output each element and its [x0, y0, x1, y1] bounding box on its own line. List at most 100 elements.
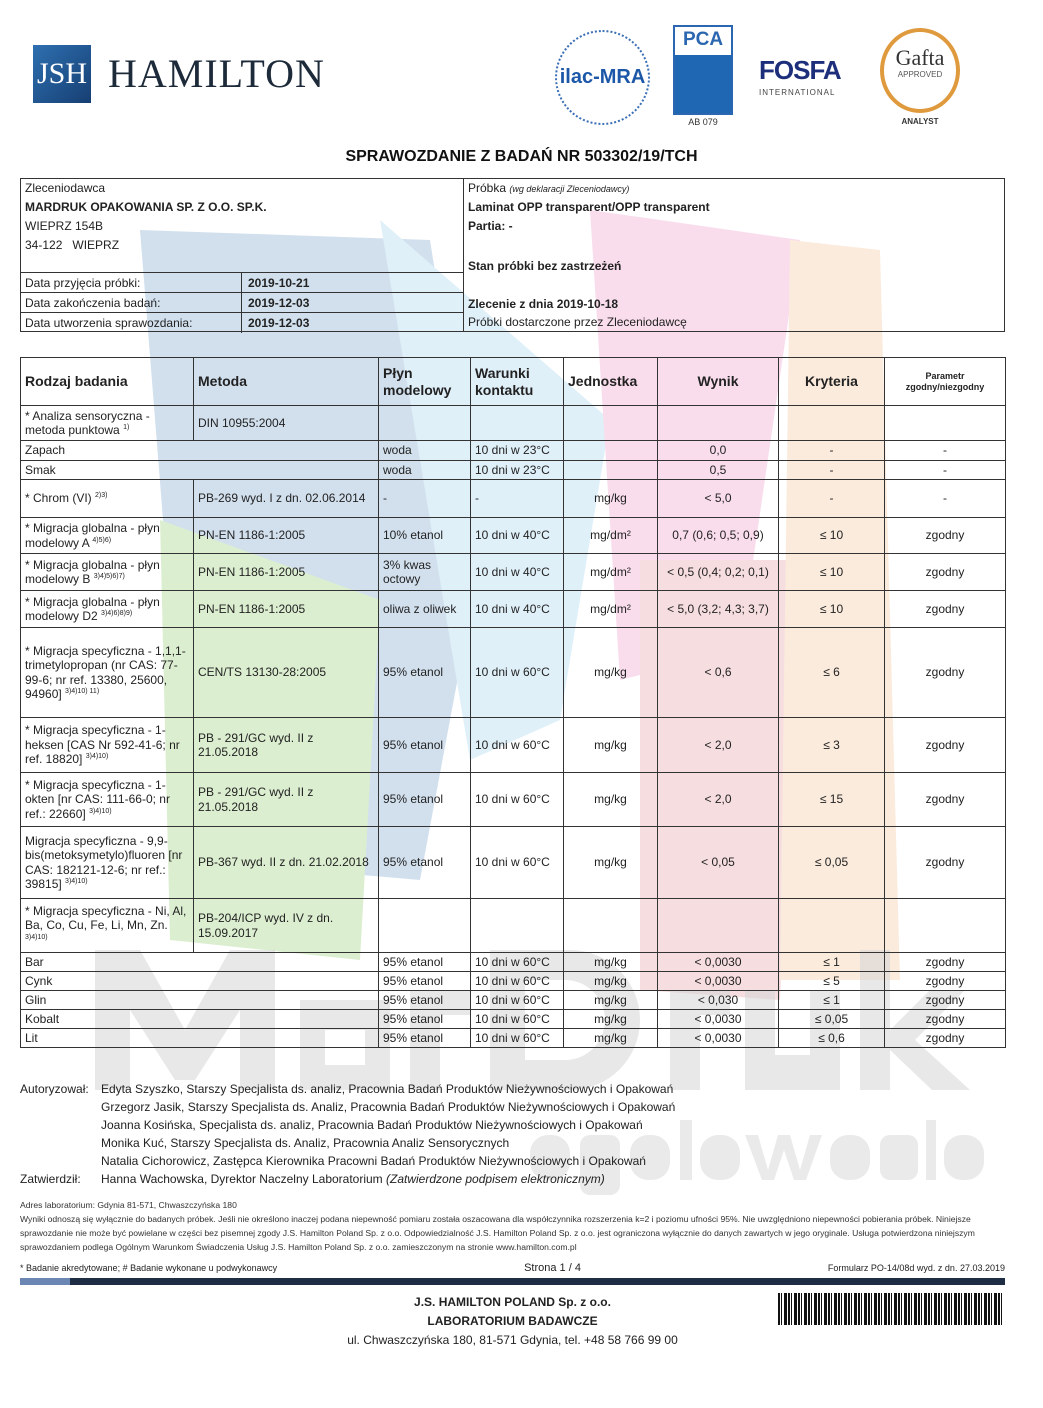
cell-rodzaj-text: * Analiza sensoryczna - metoda punktowa	[25, 408, 150, 437]
cell-wynik-text: < 0,0030	[694, 1011, 742, 1026]
cell-rodzaj-text: * Migracja globalna - płyn modelowy D2	[25, 594, 160, 623]
cell-plyn	[378, 405, 471, 441]
footer-company: J.S. HAMILTON POLAND Sp. z o.o.	[414, 1295, 611, 1309]
cell-wynik-text: < 0,5 (0,4; 0,2; 0,1)	[667, 564, 769, 579]
sample-condition: Stan próbki bez zastrzeżeń	[468, 259, 622, 273]
client-label: Zleceniodawca	[25, 181, 106, 195]
cell-parametr: zgodny	[884, 717, 1006, 773]
cell-jednostka: mg/kg	[563, 826, 658, 899]
cell-rodzaj: Zapach	[20, 440, 379, 461]
cell-parametr-text: zgodny	[925, 1011, 965, 1026]
cell-kryteria-text: -	[829, 443, 834, 458]
cell-kryteria: -	[778, 460, 885, 480]
cell-rodzaj-text: Smak	[25, 462, 56, 477]
hamilton-logo-icon: JSH	[33, 45, 91, 103]
cell-metoda-text: PB-204/ICP wyd. IV z dn. 15.09.2017	[198, 911, 334, 940]
cell-jednostka-text: mg/kg	[594, 792, 627, 807]
pca-logo: PCA	[673, 25, 733, 115]
cell-rodzaj-text: * Chrom (VI)	[25, 491, 92, 506]
cell-kryteria: ≤ 1	[778, 952, 885, 972]
cell-warunki-text: -	[475, 491, 479, 506]
authorized-person: Grzegorz Jasik, Starszy Specjalista ds. …	[101, 1100, 676, 1114]
table-row: Kobalt 95% etanol 10 dni w 60°C mg/kg < 0,00…	[20, 1009, 1006, 1029]
cell-jednostka	[563, 898, 658, 953]
table-row: * Chrom (VI) 2)3) PB-269 wyd. I z dn. 02.…	[20, 479, 1006, 518]
cell-warunki-text: 10 dni w 60°C	[475, 1030, 550, 1045]
date-value: 2019-12-03	[241, 313, 309, 333]
cell-plyn-text: 95% etanol	[383, 992, 444, 1007]
cell-jednostka	[563, 460, 658, 480]
cell-kryteria-text: -	[829, 491, 834, 506]
cell-warunki-text: 10 dni w 60°C	[475, 665, 550, 680]
cell-kryteria-text: ≤ 1	[823, 992, 840, 1007]
cell-warunki: 10 dni w 40°C	[470, 553, 564, 591]
cell-wynik: < 0,05	[657, 826, 779, 899]
cell-parametr: zgodny	[884, 1028, 1006, 1048]
cell-plyn	[378, 898, 471, 953]
cell-plyn-text: 95% etanol	[383, 1011, 444, 1026]
cell-kryteria	[778, 405, 885, 441]
cell-kryteria-text: ≤ 6	[823, 665, 840, 680]
cell-rodzaj: Kobalt	[20, 1009, 379, 1029]
footer-row: * Badanie akredytowane; # Badanie wykona…	[20, 1262, 1005, 1275]
cell-kryteria: ≤ 0,05	[778, 1009, 885, 1029]
cell-metoda-text: PB-367 wyd. II z dn. 21.02.2018	[198, 855, 369, 870]
cell-wynik-text: < 2,0	[704, 737, 732, 752]
cell-rodzaj: Migracja specyficzna - 9,9-bis(metoksyme…	[20, 826, 194, 899]
table-row: * Migracja specyficzna - Ni, Al, Ba, Co,…	[20, 898, 1006, 953]
cell-warunki-text: 10 dni w 60°C	[475, 737, 550, 752]
footer-lab: LABORATORIUM BADAWCZE	[427, 1314, 598, 1328]
cell-rodzaj: Cynk	[20, 971, 379, 991]
cell-kryteria: -	[778, 479, 885, 518]
footnote-ref: 3)4)10) 11)	[65, 687, 100, 695]
cell-plyn-text: 95% etanol	[383, 855, 444, 870]
cell-plyn: 95% etanol	[378, 717, 471, 773]
cell-plyn-text: 95% etanol	[383, 792, 444, 807]
cell-wynik: 0,0	[657, 440, 779, 461]
cell-jednostka: mg/dm²	[563, 517, 658, 554]
cell-wynik-text: < 0,0030	[694, 954, 742, 969]
cell-rodzaj-text: * Migracja specyficzna - 1-okten [nr CAS…	[25, 777, 170, 821]
fine-print: Adres laboratorium: Gdynia 81-571, Chwas…	[20, 1198, 1005, 1254]
info-box: Zleceniodawca MARDRUK OPAKOWANIA SP. Z O…	[20, 178, 1005, 333]
cell-plyn-text: woda	[383, 462, 412, 477]
cell-metoda: DIN 10955:2004	[193, 405, 379, 441]
table-row: * Migracja globalna - płyn modelowy A 4)…	[20, 517, 1006, 554]
cell-wynik-text: < 0,6	[704, 665, 732, 680]
cell-jednostka: mg/dm²	[563, 553, 658, 591]
cell-parametr: -	[884, 440, 1006, 461]
cell-warunki-text: 10 dni w 23°C	[475, 443, 550, 458]
cell-metoda-text: PN-EN 1186-1:2005	[198, 528, 306, 543]
page-number: Strona 1 / 4	[524, 1262, 581, 1274]
cell-warunki-text: 10 dni w 23°C	[475, 462, 550, 477]
cell-metoda-text: PB - 291/GC wyd. II z 21.05.2018	[198, 730, 314, 759]
results-table: Rodzaj badania Metoda Płyn modelowy Waru…	[20, 357, 1006, 1048]
cell-jednostka: mg/kg	[563, 627, 658, 718]
authorized-row: Natalia Cichorowicz, Zastępca Kierownika…	[20, 1152, 1005, 1170]
cell-rodzaj: * Migracja specyficzna - 1,1,1-trimetylo…	[20, 627, 194, 718]
approved-label: Zatwierdził:	[20, 1172, 81, 1186]
cell-jednostka: mg/kg	[563, 772, 658, 827]
cell-parametr: zgodny	[884, 517, 1006, 554]
cell-wynik: < 0,0030	[657, 952, 779, 972]
cell-jednostka-text: mg/kg	[594, 973, 627, 988]
cell-warunki: 10 dni w 40°C	[470, 517, 564, 554]
cell-kryteria-text: ≤ 0,05	[814, 1011, 849, 1026]
cell-parametr: zgodny	[884, 1009, 1006, 1029]
cell-plyn-text: 3% kwas octowy	[383, 557, 432, 586]
cell-wynik: < 5,0 (3,2; 4,3; 3,7)	[657, 590, 779, 628]
cell-kryteria: ≤ 10	[778, 553, 885, 591]
cell-plyn: 95% etanol	[378, 952, 471, 972]
footnote-ref: 3)4)6)8)9)	[101, 610, 133, 617]
table-row: * Migracja globalna - płyn modelowy D2 3…	[20, 590, 1006, 628]
cell-parametr-text: zgodny	[925, 528, 965, 543]
approved-note: (Zatwierdzone podpisem elektronicznym)	[386, 1172, 605, 1186]
cell-plyn: 95% etanol	[378, 971, 471, 991]
col-header-warunki: Warunki kontaktu	[470, 357, 564, 406]
cell-jednostka: mg/kg	[563, 971, 658, 991]
cell-metoda: PB - 291/GC wyd. II z 21.05.2018	[193, 717, 379, 773]
table-row: * Migracja specyficzna - 1,1,1-trimetylo…	[20, 627, 1006, 718]
col-header-metoda: Metoda	[193, 357, 379, 406]
cell-plyn: 95% etanol	[378, 826, 471, 899]
cell-kryteria-text: ≤ 0,6	[818, 1030, 845, 1045]
